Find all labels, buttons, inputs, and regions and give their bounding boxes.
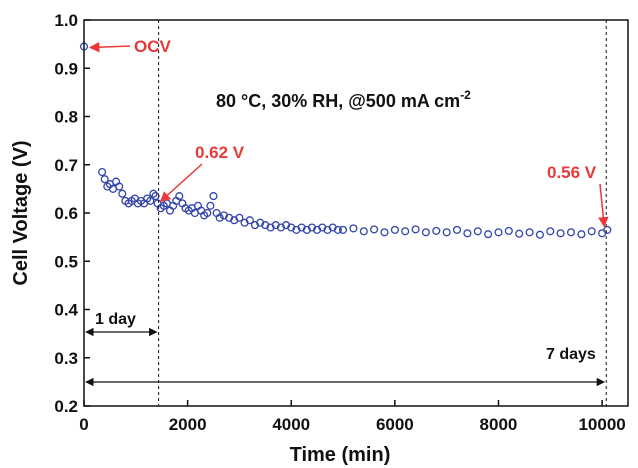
data-point bbox=[98, 167, 107, 177]
data-point bbox=[603, 225, 612, 234]
y-tick-label: 0.6 bbox=[54, 204, 78, 223]
y-tick-label: 0.3 bbox=[54, 349, 78, 368]
data-point bbox=[577, 230, 586, 239]
data-point bbox=[556, 229, 565, 238]
day1-voltage-arrow bbox=[159, 163, 203, 203]
data-point bbox=[473, 227, 482, 236]
condition-text: 80 °C, 30% RH, @500 mA cm bbox=[216, 91, 460, 111]
data-point bbox=[146, 196, 155, 205]
x-tick-label: 2000 bbox=[169, 415, 207, 434]
data-point bbox=[525, 228, 534, 237]
ocv-label: OCV bbox=[134, 37, 172, 56]
data-point bbox=[215, 213, 224, 222]
y-tick-label: 0.9 bbox=[54, 59, 78, 78]
data-point bbox=[587, 227, 596, 236]
data-point bbox=[452, 225, 462, 234]
x-tick-label: 8000 bbox=[480, 415, 518, 434]
data-point bbox=[333, 225, 342, 234]
data-markers bbox=[79, 42, 612, 239]
x-axis-ticks: 0 2000 4000 6000 8000 10000 bbox=[79, 400, 626, 434]
data-point bbox=[370, 225, 379, 234]
guide-lines bbox=[85, 20, 607, 406]
y-axis-ticks: 0.2 0.3 0.4 0.5 0.6 0.7 0.8 0.9 1.0 bbox=[54, 11, 90, 416]
condition-superscript: -2 bbox=[460, 88, 471, 102]
data-point bbox=[338, 225, 348, 234]
data-point bbox=[206, 201, 215, 210]
y-tick-label: 0.7 bbox=[54, 156, 78, 175]
data-point bbox=[349, 224, 358, 233]
day7-voltage-label: 0.56 V bbox=[547, 163, 597, 182]
y-tick-label: 0.4 bbox=[54, 301, 78, 320]
data-point bbox=[494, 228, 503, 237]
data-point bbox=[245, 216, 254, 225]
day1-voltage-label: 0.62 V bbox=[195, 143, 245, 162]
data-point bbox=[359, 227, 368, 236]
x-tick-label: 0 bbox=[79, 415, 88, 434]
y-tick-label: 1.0 bbox=[54, 11, 78, 30]
x-axis-label: Time (min) bbox=[290, 444, 391, 466]
data-point bbox=[401, 227, 410, 236]
y-tick-label: 0.5 bbox=[54, 252, 78, 271]
data-point bbox=[463, 229, 472, 238]
x-tick-label: 6000 bbox=[376, 415, 414, 434]
y-tick-label: 0.2 bbox=[54, 397, 78, 416]
y-tick-label: 0.8 bbox=[54, 108, 78, 127]
annotations: OCV 0.62 V 0.56 V 1 day 7 days bbox=[88, 37, 609, 363]
day7-label: 7 days bbox=[546, 346, 596, 363]
ocv-arrow bbox=[88, 41, 131, 53]
data-point bbox=[235, 213, 244, 222]
data-point bbox=[515, 229, 524, 238]
data-point bbox=[546, 227, 555, 236]
data-point bbox=[421, 228, 430, 237]
data-point bbox=[209, 192, 218, 201]
day7-voltage-arrow bbox=[598, 183, 609, 228]
data-point bbox=[175, 192, 184, 201]
data-point bbox=[504, 226, 513, 235]
data-point bbox=[100, 175, 109, 184]
x-tick-label: 10000 bbox=[578, 415, 625, 434]
data-point bbox=[442, 228, 451, 237]
data-point bbox=[380, 228, 389, 237]
plot-area: 0 2000 4000 6000 8000 10000 0.20.30.40.50.60.… bbox=[54, 11, 629, 434]
data-point bbox=[149, 189, 158, 198]
data-point bbox=[118, 189, 127, 198]
condition-label: 80 °C, 30% RH, @500 mA cm-2 bbox=[216, 88, 471, 111]
y-axis-label: Cell Voltage (V) bbox=[10, 140, 32, 285]
data-point bbox=[432, 226, 441, 235]
data-point bbox=[390, 225, 399, 234]
data-point bbox=[484, 230, 493, 239]
data-point bbox=[535, 230, 544, 239]
data-point bbox=[411, 225, 420, 234]
data-point bbox=[115, 182, 124, 191]
data-point bbox=[566, 228, 576, 237]
day1-label: 1 day bbox=[95, 311, 136, 328]
data-point bbox=[203, 208, 212, 218]
x-tick-label: 4000 bbox=[272, 415, 310, 434]
